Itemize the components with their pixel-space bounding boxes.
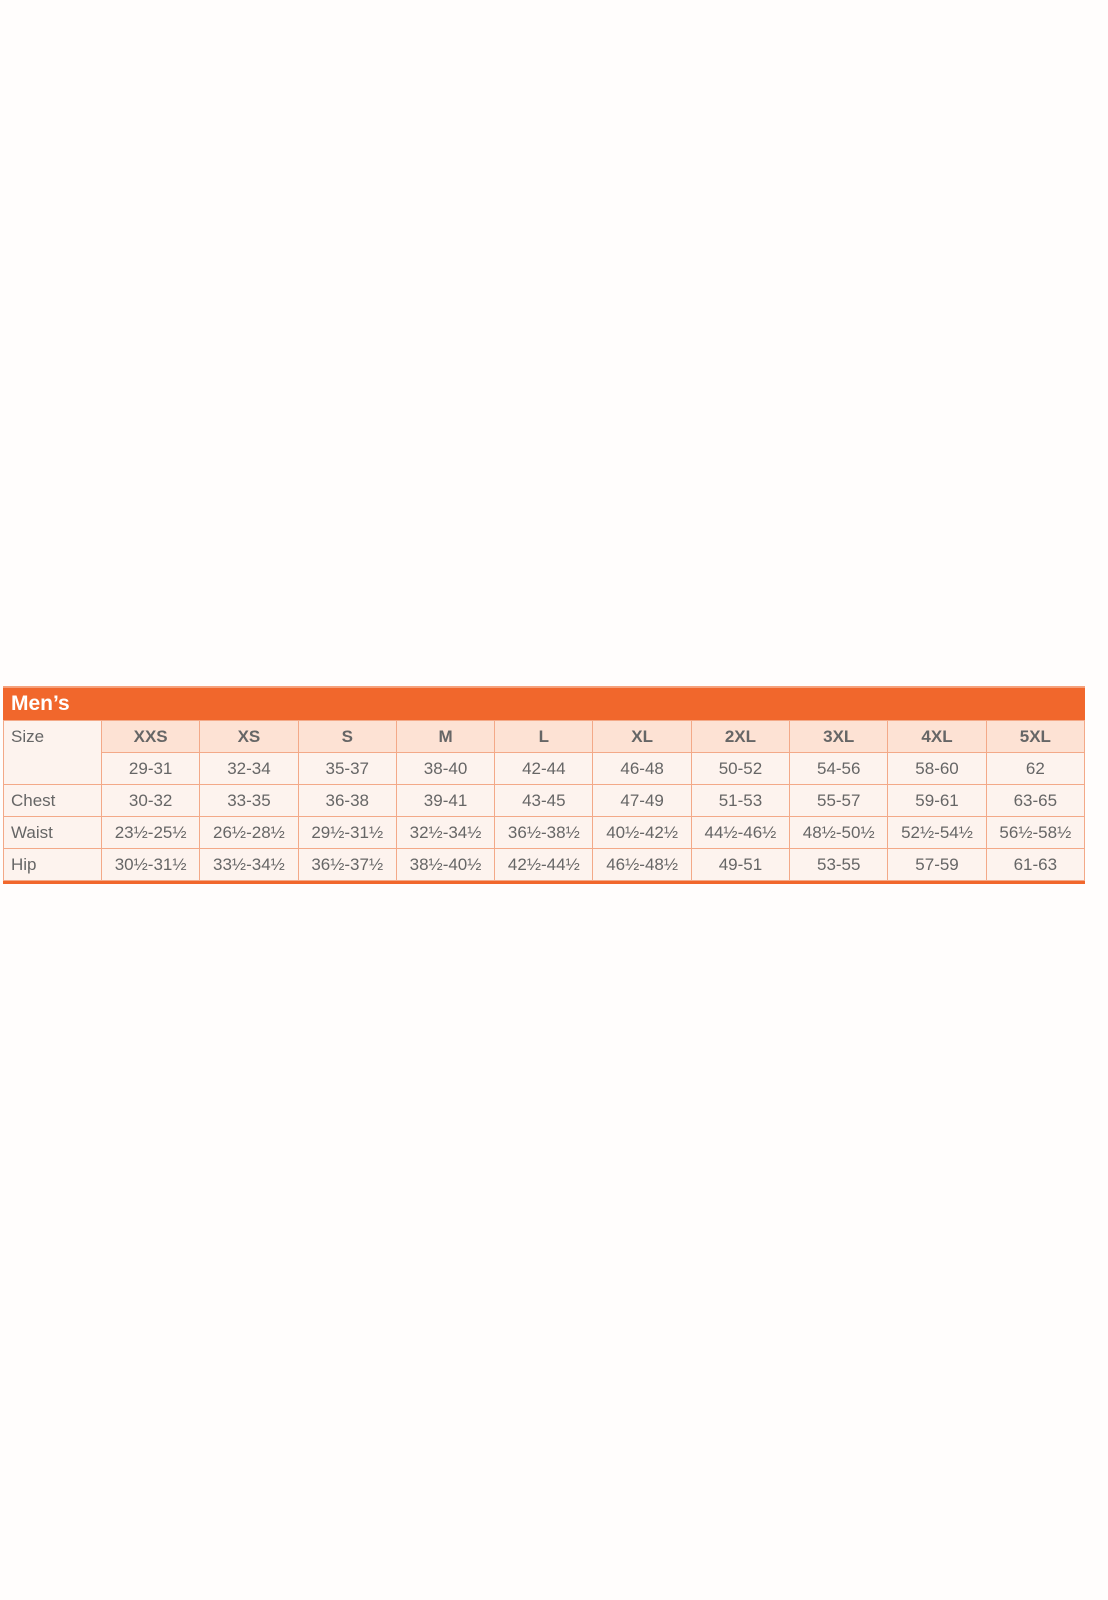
chest-cell: 51-53 [690, 784, 791, 817]
hip-cell: 61-63 [985, 848, 1086, 881]
sizes-cell: 3XL [789, 720, 889, 753]
chest-cell: 63-65 [985, 784, 1086, 817]
size-chart: Men’s Size XXS XS S M L XL 2XL 3XL 4XL 5XL 29-31 32-… [3, 686, 1086, 884]
size_numbers-cell: 50-52 [690, 752, 791, 785]
hip-cell: 42½-44½ [494, 848, 594, 881]
size_numbers-cell: 32-34 [199, 752, 299, 785]
waist-cell: 32½-34½ [395, 816, 496, 849]
size_numbers-cell: 46-48 [592, 752, 692, 785]
size_numbers-cell: 35-37 [297, 752, 397, 785]
waist-cell: 44½-46½ [690, 816, 791, 849]
chest-cell: 36-38 [297, 784, 397, 817]
size_numbers-cell: 29-31 [100, 752, 201, 785]
size_numbers-cell: 42-44 [494, 752, 594, 785]
row-label-chest: Chest [3, 784, 102, 817]
hip-cell: 38½-40½ [395, 848, 496, 881]
row-label-waist: Waist [3, 816, 102, 849]
bottom-rule [3, 881, 1085, 884]
hip-cell: 46½-48½ [592, 848, 692, 881]
sizes-cell: L [494, 720, 594, 753]
hip-cell: 33½-34½ [199, 848, 299, 881]
chest-cell: 33-35 [199, 784, 299, 817]
table-row: 29-31 32-34 35-37 38-40 42-44 46-48 50-52 54-56… [4, 752, 1086, 785]
table-row: Hip 30½-31½ 33½-34½ 36½-37½ 38½-40½ 42½-44½ 46… [3, 848, 1086, 881]
waist-cell: 26½-28½ [199, 816, 299, 849]
chest-cell: 55-57 [789, 784, 889, 817]
waist-cell: 23½-25½ [100, 816, 201, 849]
chest-cell: 30-32 [100, 784, 201, 817]
table-row: Waist 23½-25½ 26½-28½ 29½-31½ 32½-34½ 36½-38½… [3, 816, 1086, 849]
waist-cell: 29½-31½ [297, 816, 397, 849]
table-row: Chest 30-32 33-35 36-38 39-41 43-45 47-49 51-53… [3, 784, 1086, 817]
table-row: Size XXS XS S M L XL 2XL 3XL 4XL 5XL [3, 720, 1086, 785]
waist-cell: 40½-42½ [592, 816, 692, 849]
chest-cell: 59-61 [887, 784, 987, 817]
waist-cell: 52½-54½ [887, 816, 987, 849]
sizes-cell: XL [592, 720, 692, 753]
size_numbers-cell: 62 [985, 752, 1086, 785]
chest-cell: 43-45 [494, 784, 594, 817]
chest-cell: 39-41 [395, 784, 496, 817]
sizes-cell: 2XL [690, 720, 791, 753]
hip-cell: 30½-31½ [100, 848, 201, 881]
sizes-cell: 4XL [887, 720, 987, 753]
hip-cell: 53-55 [789, 848, 889, 881]
size_numbers-cell: 54-56 [789, 752, 889, 785]
sizes-cell: M [395, 720, 496, 753]
hip-cell: 36½-37½ [297, 848, 397, 881]
size_numbers-cell: 38-40 [395, 752, 496, 785]
waist-cell: 56½-58½ [985, 816, 1086, 849]
chart-title: Men’s [3, 686, 1085, 720]
sizes-cell: XS [199, 720, 299, 753]
size-table: Size XXS XS S M L XL 2XL 3XL 4XL 5XL 29-31 32-34 35-3… [3, 720, 1086, 881]
waist-cell: 48½-50½ [789, 816, 889, 849]
hip-cell: 49-51 [690, 848, 791, 881]
chest-cell: 47-49 [592, 784, 692, 817]
size_numbers-cell: 58-60 [887, 752, 987, 785]
hip-cell: 57-59 [887, 848, 987, 881]
sizes-cell: 5XL [985, 720, 1086, 753]
row-label-size: Size [3, 720, 102, 785]
sizes-cell: XXS [100, 720, 201, 753]
waist-cell: 36½-38½ [494, 816, 594, 849]
row-label-hip: Hip [3, 848, 102, 881]
sizes-cell: S [297, 720, 397, 753]
